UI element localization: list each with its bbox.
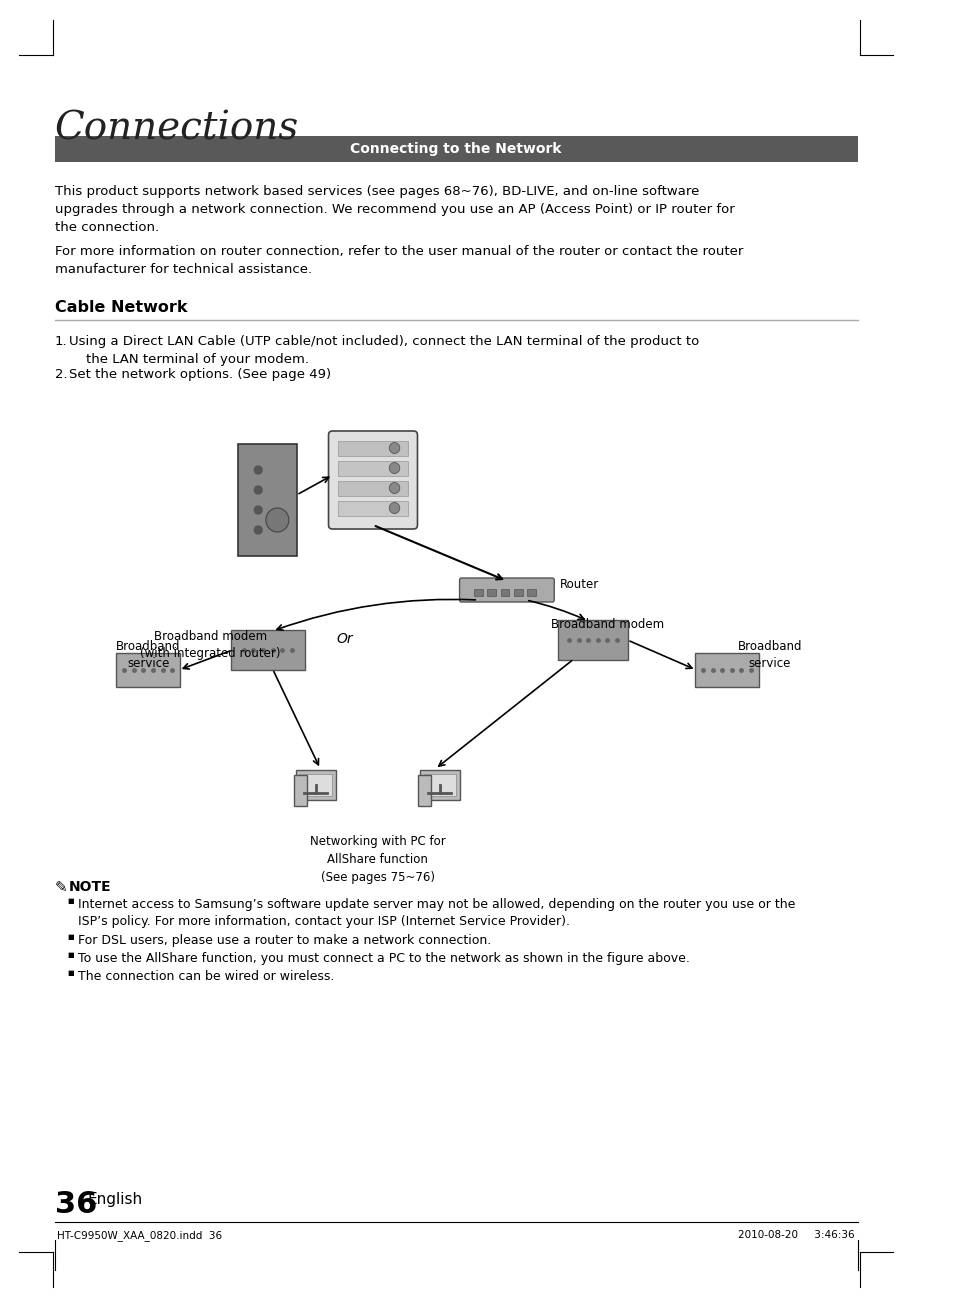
Text: Using a Direct LAN Cable (UTP cable/not included), connect the LAN terminal of t: Using a Direct LAN Cable (UTP cable/not … [69,335,699,366]
FancyBboxPatch shape [500,588,509,596]
Text: This product supports network based services (see pages 68~76), BD-LIVE, and on-: This product supports network based serv… [54,186,734,234]
FancyBboxPatch shape [337,481,408,495]
FancyBboxPatch shape [295,770,335,800]
Text: Connections: Connections [54,110,298,146]
FancyBboxPatch shape [459,578,554,603]
Text: Broadband modem
(with integrated router): Broadband modem (with integrated router) [140,630,280,660]
FancyBboxPatch shape [116,654,180,687]
Text: Set the network options. (See page 49): Set the network options. (See page 49) [69,369,331,382]
Text: English: English [88,1192,143,1206]
Text: 1.: 1. [54,335,67,348]
FancyBboxPatch shape [527,588,536,596]
Text: Connecting to the Network: Connecting to the Network [350,142,561,156]
Circle shape [389,482,399,494]
FancyBboxPatch shape [231,630,304,670]
Text: Broadband
service: Broadband service [737,640,801,670]
FancyBboxPatch shape [294,775,306,805]
Text: ■: ■ [67,898,73,904]
Text: Router: Router [558,579,598,592]
FancyBboxPatch shape [419,770,459,800]
FancyBboxPatch shape [337,440,408,456]
FancyBboxPatch shape [418,775,431,805]
Text: 2010-08-20     3:46:36: 2010-08-20 3:46:36 [738,1230,854,1240]
FancyBboxPatch shape [474,588,482,596]
Text: ■: ■ [67,935,73,940]
Text: Networking with PC for
AllShare function
(See pages 75~76): Networking with PC for AllShare function… [310,835,445,884]
FancyBboxPatch shape [337,501,408,515]
Text: ✎: ✎ [54,880,68,895]
FancyBboxPatch shape [487,588,496,596]
Circle shape [254,506,262,514]
FancyBboxPatch shape [54,136,857,162]
FancyBboxPatch shape [299,774,332,796]
FancyBboxPatch shape [337,460,408,476]
Text: Broadband
service: Broadband service [116,640,180,670]
Text: NOTE: NOTE [69,880,112,894]
FancyBboxPatch shape [238,444,297,555]
Text: ■: ■ [67,970,73,976]
Text: 2.: 2. [54,369,67,382]
FancyBboxPatch shape [328,431,417,529]
Text: The connection can be wired or wireless.: The connection can be wired or wireless. [78,970,335,983]
Text: To use the AllShare function, you must connect a PC to the network as shown in t: To use the AllShare function, you must c… [78,951,690,965]
Text: ■: ■ [67,951,73,958]
Text: Or: Or [335,633,353,646]
Circle shape [389,443,399,454]
Text: Cable Network: Cable Network [54,301,187,315]
Circle shape [254,525,262,535]
Circle shape [254,486,262,494]
Text: Broadband modem: Broadband modem [550,618,663,631]
Circle shape [254,467,262,474]
Text: HT-C9950W_XAA_0820.indd  36: HT-C9950W_XAA_0820.indd 36 [57,1230,222,1240]
Text: 36: 36 [54,1189,97,1219]
FancyBboxPatch shape [514,588,522,596]
FancyBboxPatch shape [423,774,456,796]
Circle shape [389,463,399,473]
Text: For more information on router connection, refer to the user manual of the route: For more information on router connectio… [54,244,742,276]
Circle shape [389,502,399,514]
Circle shape [266,508,289,532]
FancyBboxPatch shape [557,620,628,660]
Text: For DSL users, please use a router to make a network connection.: For DSL users, please use a router to ma… [78,935,491,948]
FancyBboxPatch shape [694,654,759,687]
Text: Internet access to Samsung’s software update server may not be allowed, dependin: Internet access to Samsung’s software up… [78,898,795,928]
